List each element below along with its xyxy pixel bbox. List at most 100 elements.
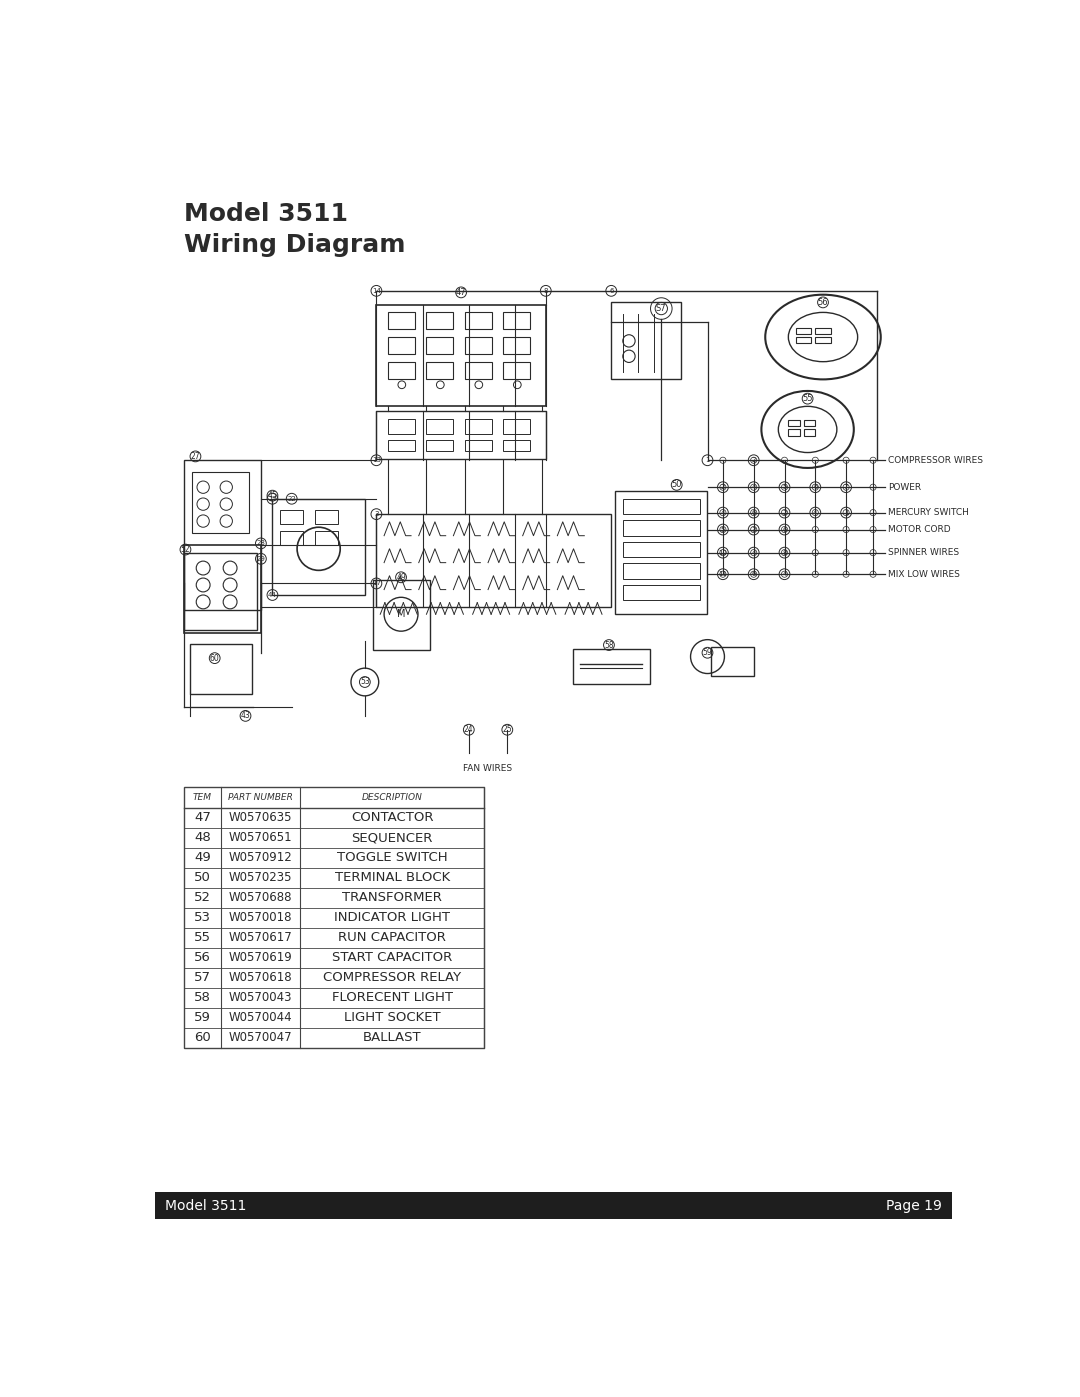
Bar	[465, 419, 491, 434]
Bar	[623, 499, 700, 514]
Text: MOTOR CORD: MOTOR CORD	[889, 525, 951, 534]
Bar	[712, 647, 754, 676]
Bar	[616, 490, 707, 615]
Text: 6: 6	[813, 485, 818, 490]
Text: 4: 4	[752, 485, 756, 490]
Text: 3: 3	[374, 511, 379, 517]
Bar	[190, 644, 252, 693]
Bar	[796, 337, 811, 344]
Text: START CAPACITOR: START CAPACITOR	[332, 951, 453, 964]
Text: 58: 58	[194, 992, 211, 1004]
Text: TERMINAL BLOCK: TERMINAL BLOCK	[335, 872, 449, 884]
Text: 17: 17	[268, 496, 276, 502]
Bar	[427, 313, 454, 330]
Text: W0570235: W0570235	[229, 872, 293, 884]
Text: CONTACTOR: CONTACTOR	[351, 812, 433, 824]
Text: 60: 60	[210, 654, 219, 662]
Text: 59: 59	[703, 648, 713, 657]
Text: SPINNER WIRES: SPINNER WIRES	[889, 548, 959, 557]
Text: SEQUENCER: SEQUENCER	[351, 831, 433, 844]
Bar	[788, 420, 800, 426]
Text: 3: 3	[752, 527, 756, 532]
Text: 52: 52	[194, 891, 211, 904]
Text: 11: 11	[718, 571, 728, 577]
Text: 6: 6	[609, 288, 613, 293]
Text: 43: 43	[241, 711, 251, 721]
Text: 2: 2	[782, 510, 786, 515]
Text: 56: 56	[194, 951, 211, 964]
Bar	[191, 472, 249, 534]
Bar	[377, 514, 611, 606]
Bar	[815, 337, 831, 344]
Bar	[465, 362, 491, 379]
Text: W0570018: W0570018	[229, 911, 293, 925]
Text: 58: 58	[604, 641, 613, 650]
Bar	[314, 531, 338, 545]
Text: 28: 28	[256, 541, 266, 546]
Text: RUN CAPACITOR: RUN CAPACITOR	[338, 932, 446, 944]
Text: 6: 6	[752, 510, 756, 515]
Bar	[503, 337, 530, 353]
Text: INDICATOR LIGHT: INDICATOR LIGHT	[334, 911, 450, 925]
Text: DESCRIPTION: DESCRIPTION	[362, 793, 422, 802]
Text: 14: 14	[372, 288, 381, 293]
Text: 7: 7	[843, 485, 849, 490]
Text: W0570619: W0570619	[229, 951, 293, 964]
Text: Model 3511: Model 3511	[164, 1199, 246, 1213]
Bar	[154, 1192, 953, 1220]
Bar	[503, 419, 530, 434]
Text: 53: 53	[194, 911, 211, 925]
Text: 60: 60	[194, 1031, 211, 1044]
Text: 10: 10	[718, 549, 728, 556]
Text: 1: 1	[843, 510, 849, 515]
Text: 47: 47	[456, 288, 467, 298]
Text: W0570635: W0570635	[229, 812, 293, 824]
Text: Page 19: Page 19	[887, 1199, 943, 1213]
Bar	[503, 362, 530, 379]
Text: 4: 4	[752, 549, 756, 556]
Bar	[623, 520, 700, 535]
Text: 4: 4	[720, 510, 725, 515]
Text: MERCURY SWITCH: MERCURY SWITCH	[889, 509, 970, 517]
Text: 50: 50	[194, 872, 211, 884]
Text: 5: 5	[720, 527, 725, 532]
Text: M: M	[396, 609, 405, 619]
Bar	[611, 302, 680, 380]
Text: 45: 45	[268, 492, 278, 500]
Text: 44: 44	[268, 592, 276, 598]
Bar	[388, 419, 415, 434]
Text: 56: 56	[818, 298, 828, 307]
Text: POWER: POWER	[889, 483, 921, 492]
Text: 24: 24	[464, 725, 474, 735]
Bar	[272, 499, 365, 595]
Bar	[377, 305, 545, 407]
Text: FLORECENT LIGHT: FLORECENT LIGHT	[332, 992, 453, 1004]
Text: W0570617: W0570617	[229, 932, 293, 944]
Text: 4: 4	[813, 510, 818, 515]
Text: 1: 1	[705, 457, 710, 464]
Text: 59: 59	[194, 1011, 211, 1024]
Text: 55: 55	[802, 394, 813, 404]
Text: TEM: TEM	[193, 793, 212, 802]
Bar	[427, 440, 454, 451]
Bar	[427, 419, 454, 434]
Bar	[503, 313, 530, 330]
Text: 2: 2	[752, 457, 756, 464]
Bar	[280, 531, 303, 545]
Bar	[804, 420, 815, 426]
Bar	[388, 440, 415, 451]
Bar	[815, 328, 831, 334]
Text: 13: 13	[372, 457, 381, 464]
Text: COMPRESSOR RELAY: COMPRESSOR RELAY	[323, 971, 461, 983]
Text: W0570912: W0570912	[229, 851, 293, 865]
Text: W0570651: W0570651	[229, 831, 293, 844]
Text: 17: 17	[372, 580, 381, 587]
Text: PART NUMBER: PART NUMBER	[228, 793, 293, 802]
Text: Wiring Diagram: Wiring Diagram	[184, 233, 405, 257]
Bar	[427, 362, 454, 379]
Bar	[184, 788, 484, 1048]
Text: 5: 5	[782, 485, 786, 490]
Bar	[388, 337, 415, 353]
Text: COMPRESSOR WIRES: COMPRESSOR WIRES	[889, 455, 984, 465]
Text: 2: 2	[720, 485, 725, 490]
